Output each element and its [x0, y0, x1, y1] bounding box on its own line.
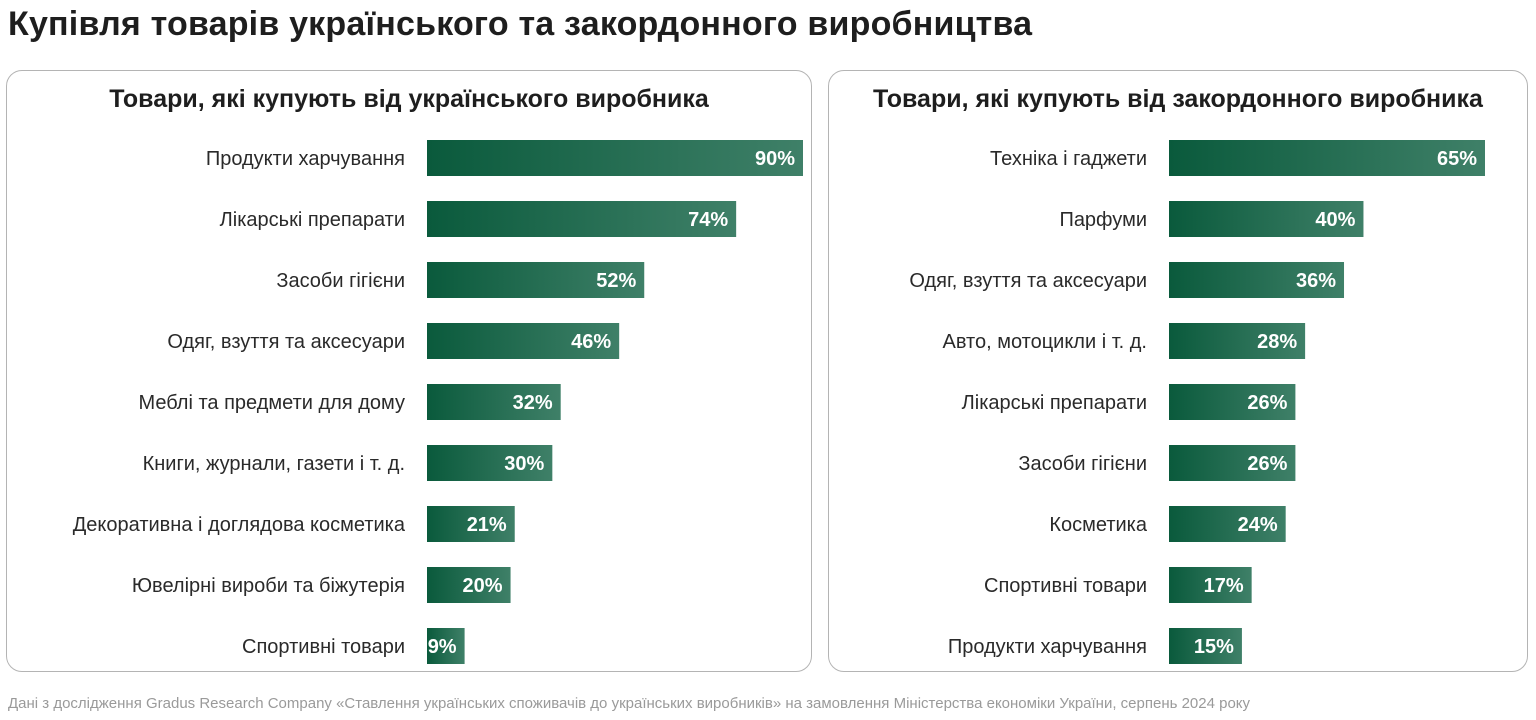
value-label-for-7: 17% [1204, 575, 1244, 597]
page-title: Купівля товарів українського та закордон… [8, 5, 1033, 43]
bar-ukr-0 [427, 140, 803, 176]
value-label-ukr-7: 20% [463, 575, 503, 597]
bar-for-2 [1169, 262, 1345, 298]
value-label-ukr-4: 32% [513, 392, 553, 414]
category-label-ukr-7: Ювелірні вироби та біжутерія [132, 575, 405, 597]
bar-for-7 [1169, 567, 1252, 603]
category-label-ukr-1: Лікарські препарати [220, 209, 405, 231]
bar-for-4 [1169, 384, 1296, 420]
bar-for-8 [1169, 628, 1242, 664]
value-label-for-2: 36% [1296, 270, 1336, 292]
value-label-for-6: 24% [1238, 514, 1278, 536]
value-label-for-4: 26% [1247, 392, 1287, 414]
category-label-for-3: Авто, мотоцикли і т. д. [943, 331, 1147, 353]
bar-ukr-5 [427, 445, 553, 481]
bar-for-1 [1169, 201, 1364, 237]
value-label-ukr-2: 52% [596, 270, 636, 292]
value-label-ukr-3: 46% [571, 331, 611, 353]
bar-chart-foreign: Техніка і гаджети 65% Парфуми 40% Одяг, взут… [909, 140, 1485, 664]
bar-ukr-2 [427, 262, 645, 298]
value-label-for-1: 40% [1315, 209, 1355, 231]
value-label-ukr-0: 90% [755, 148, 795, 170]
value-label-ukr-6: 21% [467, 514, 507, 536]
category-label-ukr-5: Книги, журнали, газети і т. д. [143, 453, 405, 475]
chart-panel-foreign: Товари, які купують від закордонного вир… [828, 70, 1528, 672]
chart-title-ukrainian: Товари, які купують від українського вир… [109, 85, 709, 113]
category-label-ukr-8: Спортивні товари [242, 636, 405, 658]
category-label-ukr-6: Декоративна і доглядова косметика [73, 514, 406, 536]
bar-ukr-7 [427, 567, 511, 603]
bar-ukr-8 [427, 628, 465, 664]
bar-for-5 [1169, 445, 1296, 481]
value-label-ukr-1: 74% [688, 209, 728, 231]
category-label-for-0: Техніка і гаджети [990, 148, 1147, 170]
bar-ukr-4 [427, 384, 561, 420]
value-label-ukr-8: 9% [428, 636, 457, 658]
value-label-for-8: 15% [1194, 636, 1234, 658]
value-label-for-0: 65% [1437, 148, 1477, 170]
category-label-ukr-3: Одяг, взуття та аксесуари [167, 331, 405, 353]
category-label-for-7: Спортивні товари [984, 575, 1147, 597]
category-label-ukr-2: Засоби гігієни [276, 270, 405, 292]
chart-panel-ukrainian: Товари, які купують від українського вир… [6, 70, 812, 672]
category-label-ukr-4: Меблі та предмети для дому [138, 392, 405, 414]
value-label-for-3: 28% [1257, 331, 1297, 353]
bar-ukr-3 [427, 323, 620, 359]
bar-for-6 [1169, 506, 1286, 542]
bar-for-0 [1169, 140, 1485, 176]
category-label-for-2: Одяг, взуття та аксесуари [909, 270, 1147, 292]
value-label-for-5: 26% [1247, 453, 1287, 475]
category-label-ukr-0: Продукти харчування [206, 148, 405, 170]
category-label-for-1: Парфуми [1059, 209, 1147, 231]
bar-ukr-6 [427, 506, 515, 542]
category-label-for-6: Косметика [1049, 514, 1148, 536]
chart-title-foreign: Товари, які купують від закордонного вир… [873, 85, 1483, 113]
source-footnote: Дані з дослідження Gradus Research Compa… [8, 695, 1251, 712]
category-label-for-4: Лікарські препарати [962, 392, 1147, 414]
bar-chart-ukrainian: Продукти харчування 90% Лікарські препарат… [73, 140, 803, 664]
category-label-for-8: Продукти харчування [948, 636, 1147, 658]
bar-for-3 [1169, 323, 1306, 359]
value-label-ukr-5: 30% [504, 453, 544, 475]
bar-ukr-1 [427, 201, 737, 237]
category-label-for-5: Засоби гігієни [1018, 453, 1147, 475]
